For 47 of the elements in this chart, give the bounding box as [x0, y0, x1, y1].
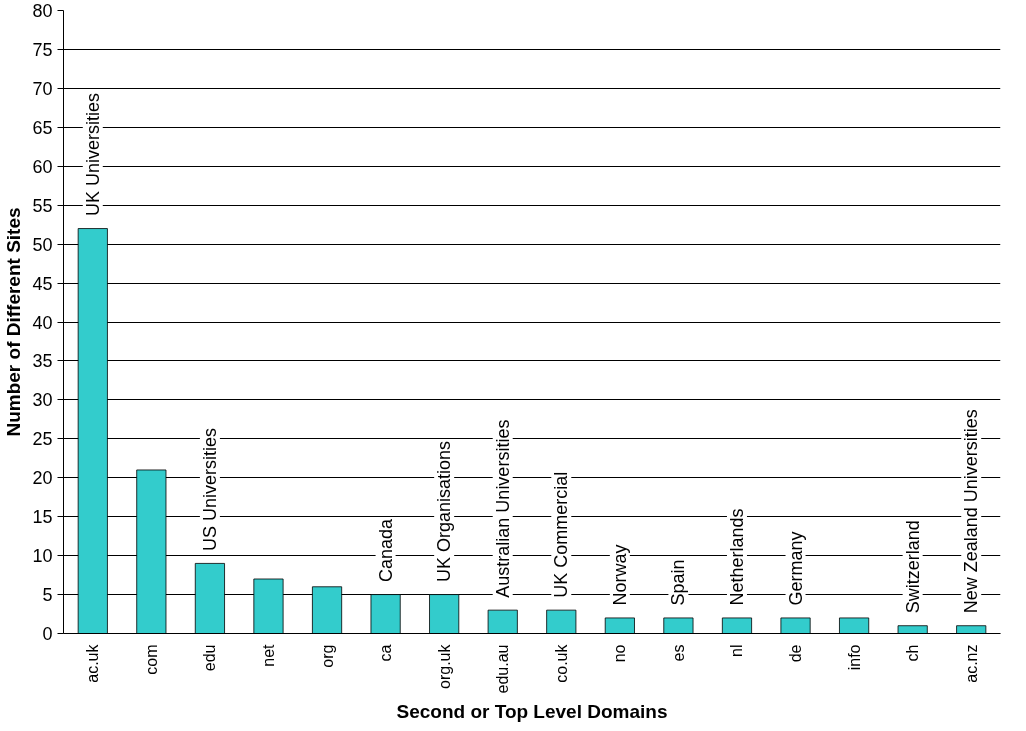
y-tick-label: 30	[32, 390, 53, 411]
y-tick-label: 60	[32, 156, 53, 177]
x-tick-label: ac.uk	[84, 643, 102, 683]
y-tick-label: 5	[42, 585, 53, 606]
x-tick-label: com	[142, 644, 160, 675]
y-tick-label: 70	[32, 78, 53, 99]
y-tick-label: 20	[32, 468, 53, 489]
y-tick-label: 0	[42, 624, 53, 644]
x-tick-label: co.uk	[552, 643, 570, 683]
data-label: Germany	[785, 531, 806, 606]
x-tick-label: nl	[728, 644, 746, 657]
x-tick-label: ac.nz	[962, 644, 980, 683]
data-label: UK Organisations	[434, 441, 455, 583]
y-tick-label: 25	[32, 429, 53, 450]
x-tick-label: edu	[201, 644, 219, 672]
x-axis-title: Second or Top Level Domains	[396, 701, 668, 723]
y-tick-label: 15	[32, 507, 53, 528]
x-tick-label: ca	[377, 644, 395, 662]
y-tick-label: 45	[32, 273, 53, 294]
y-axis-title: Number of Different Sites	[3, 207, 25, 437]
data-label: UK Universities	[82, 93, 103, 217]
x-tick-label: org.uk	[435, 643, 453, 689]
y-tick-label: 65	[32, 117, 53, 138]
x-tick-label: info	[845, 644, 863, 671]
x-tick-label: edu.au	[494, 644, 512, 694]
y-tick-label: 10	[32, 546, 53, 567]
y-tick-label: 40	[32, 312, 53, 333]
data-label: New Zealand Universities	[961, 409, 982, 614]
data-label: Australian Universities	[492, 419, 513, 598]
y-tick-label: 35	[32, 351, 53, 372]
x-tick-label: de	[787, 644, 805, 663]
x-tick-label: net	[259, 643, 277, 667]
data-label: Canada	[375, 518, 396, 583]
data-label: Norway	[609, 544, 630, 606]
x-tick-label: org	[318, 644, 336, 668]
y-tick-label: 50	[32, 234, 53, 255]
y-tick-label: 80	[32, 1, 53, 21]
data-label: UK Commercial	[551, 471, 572, 598]
data-label: Switzerland	[902, 520, 923, 614]
data-label: US Universities	[199, 427, 220, 551]
data-label: Netherlands	[726, 508, 747, 606]
data-label: Spain	[668, 559, 689, 606]
x-tick-label: no	[611, 644, 629, 663]
y-tick-label: 75	[32, 39, 53, 60]
x-tick-label: ch	[904, 644, 922, 662]
x-tick-label: es	[669, 644, 687, 662]
y-tick-label: 55	[32, 195, 53, 216]
